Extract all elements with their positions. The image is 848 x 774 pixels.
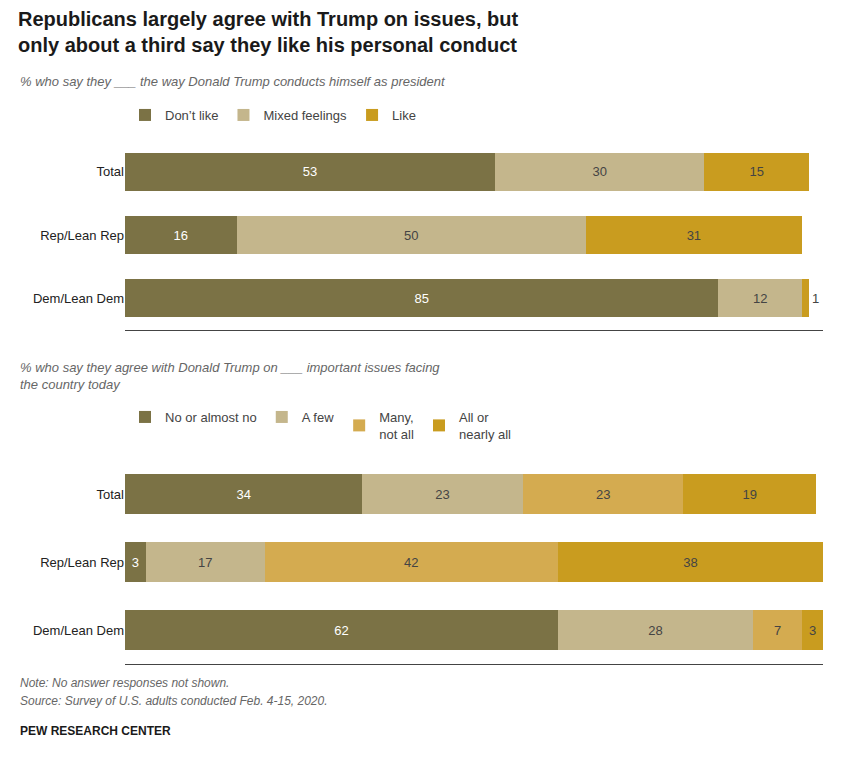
svg-text:Total: Total [97,487,125,502]
svg-text:% who say they agree with Dona: % who say they agree with Donald Trump o… [20,360,440,392]
svg-text:38: 38 [683,555,697,570]
svg-text:% who say they ___ the way Don: % who say they ___ the way Donald Trump … [20,74,446,89]
svg-text:Don’t like: Don’t like [165,108,218,123]
svg-text:No or almost no: No or almost no [165,410,257,425]
svg-text:85: 85 [414,291,428,306]
svg-text:3: 3 [809,623,816,638]
svg-text:Dem/Lean Dem: Dem/Lean Dem [33,291,124,306]
svg-text:53: 53 [303,164,317,179]
svg-text:Mixed feelings: Mixed feelings [263,108,347,123]
svg-text:50: 50 [404,228,418,243]
svg-text:30: 30 [592,164,606,179]
svg-text:A few: A few [302,410,334,425]
svg-text:Republicans largely agree with: Republicans largely agree with Trump on … [18,8,518,56]
svg-text:7: 7 [774,623,781,638]
svg-text:Dem/Lean Dem: Dem/Lean Dem [33,623,124,638]
svg-text:16: 16 [174,228,188,243]
svg-text:Rep/Lean Rep: Rep/Lean Rep [40,555,124,570]
svg-text:62: 62 [334,623,348,638]
svg-text:Like: Like [392,108,416,123]
svg-text:12: 12 [753,291,767,306]
svg-text:Total: Total [97,164,125,179]
svg-text:All ornearly all: All ornearly all [459,410,511,442]
svg-text:28: 28 [648,623,662,638]
svg-text:17: 17 [198,555,212,570]
svg-text:15: 15 [749,164,763,179]
svg-text:42: 42 [404,555,418,570]
svg-text:23: 23 [435,487,449,502]
svg-text:Rep/Lean Rep: Rep/Lean Rep [40,228,124,243]
svg-text:23: 23 [596,487,610,502]
svg-text:1: 1 [812,291,819,306]
svg-text:Source: Survey of U.S. adults: Source: Survey of U.S. adults conducted … [20,694,328,708]
svg-text:31: 31 [687,228,701,243]
svg-text:Many,not all: Many,not all [379,410,414,442]
svg-text:3: 3 [132,555,139,570]
svg-text:19: 19 [742,487,756,502]
svg-text:PEW RESEARCH CENTER: PEW RESEARCH CENTER [20,724,171,738]
svg-text:34: 34 [236,487,250,502]
svg-text:Note: No answer responses not: Note: No answer responses not shown. [20,676,229,690]
